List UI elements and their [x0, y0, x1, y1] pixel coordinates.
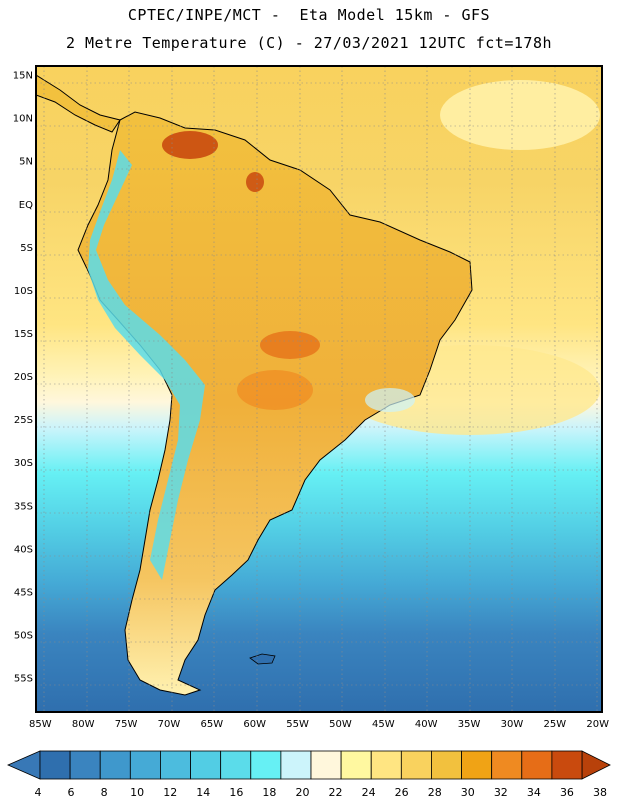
central-america-land	[36, 74, 121, 133]
colorbar-tick-label: 32	[494, 786, 508, 799]
hot-spot-venezuela	[162, 131, 218, 159]
lat-label: 30S	[14, 458, 33, 469]
colorbar-labels: 4 6 8 10 12 14 16 18 20 22 24 26 28 30 32 34 36 38	[35, 786, 608, 799]
lat-label: 10N	[13, 114, 33, 125]
colorbar-swatch	[39, 750, 71, 780]
longitude-labels: 85W 80W 75W 70W 65W 60W 55W 50W 45W 40W 35W 30W 25W 2…	[29, 719, 609, 730]
lat-label: 15N	[13, 71, 33, 82]
colorbar-swatch	[310, 750, 342, 780]
lat-label: 35S	[14, 501, 33, 512]
lon-label: 85W	[29, 719, 52, 730]
colorbar-tick-label: 20	[295, 786, 309, 799]
colorbar-low-arrow	[7, 750, 41, 780]
colorbar-swatch	[340, 750, 372, 780]
lon-label: 50W	[329, 719, 352, 730]
colorbar-swatch	[69, 750, 101, 780]
colorbar-tick-label: 26	[395, 786, 409, 799]
colorbar-high-arrow	[581, 750, 611, 780]
lat-label: 55S	[14, 674, 33, 685]
lon-label: 55W	[286, 719, 309, 730]
title-line-2: 2 Metre Temperature (C) - 27/03/2021 12U…	[65, 34, 553, 52]
colorbar-swatch	[250, 750, 282, 780]
lon-label: 30W	[501, 719, 524, 730]
lat-label: 20S	[14, 372, 33, 383]
colorbar-tick-label: 38	[593, 786, 607, 799]
colorbar-swatch	[220, 750, 252, 780]
colorbar: 4 6 8 10 12 14 16 18 20 22 24 26 28 30 32 34 36 38	[7, 750, 611, 799]
warm-patch-north-atlantic	[440, 80, 600, 150]
colorbar-swatch	[461, 750, 493, 780]
colorbar-swatch	[521, 750, 553, 780]
lon-label: 35W	[458, 719, 481, 730]
colorbar-tick-label: 8	[101, 786, 108, 799]
hot-spot-guyana	[246, 172, 264, 192]
lon-label: 75W	[115, 719, 138, 730]
colorbar-tick-label: 6	[68, 786, 75, 799]
latitude-labels: 15N 10N 5N EQ 5S 10S 15S 20S 25S 30S 35S 40S 45S 50S 5…	[13, 71, 33, 685]
lat-label: 10S	[14, 286, 33, 297]
lon-label: 60W	[243, 719, 266, 730]
colorbar-tick-label: 10	[130, 786, 144, 799]
lon-label: 80W	[72, 719, 95, 730]
lat-label: 25S	[14, 415, 33, 426]
lon-label: 70W	[158, 719, 181, 730]
colorbar-tick-label: 18	[262, 786, 276, 799]
lon-label: 25W	[544, 719, 567, 730]
lat-label: 50S	[14, 630, 33, 641]
colorbar-tick-label: 4	[35, 786, 42, 799]
colorbar-swatch	[400, 750, 432, 780]
colorbar-swatch	[99, 750, 131, 780]
colorbar-swatch	[160, 750, 191, 780]
lon-label: 45W	[372, 719, 395, 730]
colorbar-swatch	[280, 750, 312, 780]
colorbar-tick-label: 34	[527, 786, 541, 799]
lon-label: 40W	[415, 719, 438, 730]
andes-cold-band	[88, 150, 205, 580]
colorbar-swatch	[190, 750, 222, 780]
colorbar-tick-label: 22	[329, 786, 343, 799]
colorbar-tick-label: 14	[196, 786, 210, 799]
colorbar-tick-label: 28	[428, 786, 442, 799]
hot-spot-chaco	[237, 370, 313, 410]
temperature-map: 15N 10N 5N EQ 5S 10S 15S 20S 25S 30S 35S 40S 45S 50S 5…	[13, 65, 609, 730]
lat-label: EQ	[19, 200, 33, 211]
cool-patch-southeast-brazil	[365, 388, 415, 412]
lat-label: 5S	[20, 243, 33, 254]
colorbar-swatch	[129, 750, 161, 780]
colorbar-boxes	[39, 750, 583, 780]
lat-label: 40S	[14, 544, 33, 555]
lat-label: 5N	[19, 157, 33, 168]
lat-label: 45S	[14, 587, 33, 598]
lat-label: 15S	[14, 329, 33, 340]
colorbar-swatch	[491, 750, 523, 780]
colorbar-swatch	[551, 750, 583, 780]
colorbar-swatch	[431, 750, 462, 780]
colorbar-tick-label: 16	[229, 786, 243, 799]
falkland-islands	[249, 653, 276, 665]
colorbar-tick-label: 30	[461, 786, 475, 799]
lon-label: 20W	[586, 719, 609, 730]
hot-spot-central-brazil	[260, 331, 320, 359]
title-line-1: CPTEC/INPE/MCT - Eta Model 15km - GFS	[127, 6, 491, 24]
colorbar-tick-label: 36	[560, 786, 574, 799]
colorbar-tick-label: 12	[163, 786, 177, 799]
colorbar-swatch	[370, 750, 402, 780]
map-frame	[35, 65, 603, 713]
colorbar-tick-label: 24	[362, 786, 376, 799]
lon-label: 65W	[200, 719, 223, 730]
